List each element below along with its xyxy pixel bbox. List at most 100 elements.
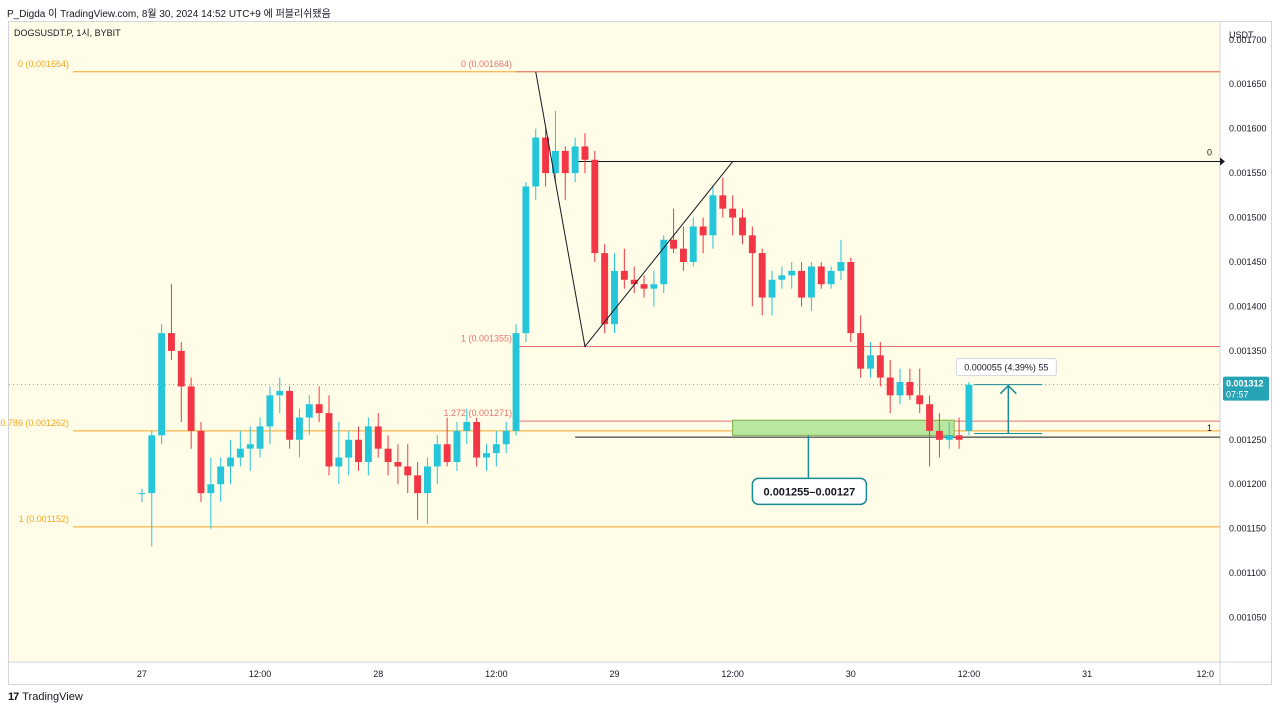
last-price-value: 0.001312	[1226, 379, 1264, 389]
candle-body	[463, 422, 471, 431]
x-tick-label: 28	[373, 669, 383, 679]
candle-body	[867, 355, 874, 369]
level-label-black-top: 0	[1207, 148, 1212, 158]
candle-body	[414, 475, 422, 494]
candle-body	[246, 444, 254, 449]
candle-body	[817, 266, 825, 285]
candle-body	[611, 270, 618, 325]
y-tick-label: 0.001150	[1229, 524, 1266, 534]
candle-body	[187, 386, 195, 431]
y-tick-label: 0.001100	[1229, 568, 1266, 578]
candle-body	[305, 404, 313, 418]
candle-body	[601, 253, 609, 325]
candle-body	[433, 444, 441, 467]
candle-body	[630, 279, 638, 285]
footer-brand-label: TradingView	[22, 691, 83, 703]
footer-brand[interactable]: 17 TradingView	[8, 691, 83, 703]
candle-body	[168, 333, 175, 351]
candle-body	[522, 186, 530, 334]
y-tick-label: 0.001500	[1229, 213, 1267, 223]
candle-body	[640, 284, 648, 289]
plot-background	[9, 22, 1220, 662]
tradingview-logo-icon: 17	[8, 691, 19, 703]
candle-body	[295, 417, 303, 440]
candle-body	[670, 239, 678, 249]
candle-body	[837, 262, 845, 271]
candle-body	[542, 137, 550, 174]
candle-body	[532, 137, 540, 187]
y-tick-label: 0.001400	[1229, 301, 1267, 311]
candle-body	[551, 150, 559, 174]
candle-body	[660, 239, 668, 285]
y-tick-label: 0.001200	[1229, 479, 1267, 489]
countdown-value: 07:57	[1226, 390, 1249, 400]
x-tick-label: 12:00	[485, 669, 508, 679]
y-tick-label: 0.001250	[1229, 435, 1267, 445]
candle-body	[502, 430, 510, 445]
candle-body	[965, 384, 973, 431]
candle-body	[945, 435, 953, 440]
candle-body	[227, 457, 234, 467]
measure-arrow-head	[999, 384, 1017, 395]
level-label-fib1-1: 1 (0.001152)	[19, 514, 69, 524]
candle-body	[847, 262, 855, 334]
swing-path	[535, 71, 734, 348]
y-tick-label: 0.001600	[1229, 124, 1267, 134]
candle-body	[374, 426, 382, 449]
candle-body	[581, 146, 589, 160]
candle-body	[916, 395, 924, 405]
candle-body	[423, 466, 431, 494]
candle-body	[709, 195, 717, 236]
y-tick-label: 0.001650	[1229, 79, 1267, 89]
y-tick-label: 0.001700	[1229, 35, 1267, 45]
candle-body	[217, 466, 225, 485]
level-arrow-icon	[1220, 157, 1225, 166]
candle-body	[512, 333, 520, 431]
candle-body	[453, 430, 461, 462]
y-tick-label: 0.001350	[1229, 346, 1267, 356]
candle-body	[857, 333, 865, 369]
candle-body	[325, 413, 333, 467]
last-price-badge	[1223, 376, 1269, 401]
candle-body	[158, 333, 166, 436]
candle-body	[620, 270, 628, 280]
candle-body	[207, 484, 215, 494]
y-tick-label: 0.001450	[1229, 257, 1267, 267]
candle-body	[778, 275, 786, 280]
level-label-fib2-0: 0 (0.001664)	[461, 59, 512, 69]
candle-body	[177, 350, 185, 387]
candle-body	[355, 439, 362, 462]
candle-body	[148, 435, 156, 494]
zone-callout-label: 0.001255–0.00127	[764, 486, 856, 498]
x-tick-label: 12:00	[958, 669, 981, 679]
candle-body	[926, 404, 934, 431]
x-tick-label: 12:0	[1196, 669, 1214, 679]
level-label-fib1-0: 0 (0.001664)	[18, 59, 69, 69]
y-tick-label: 0.001550	[1229, 168, 1267, 178]
support-zone	[732, 419, 955, 436]
published-by-header: P_Digda 이 TradingView.com, 8월 30, 2024 1…	[7, 9, 331, 20]
candle-body	[906, 382, 914, 396]
candle-body	[492, 444, 500, 454]
x-tick-label: 12:00	[721, 669, 744, 679]
candle-body	[561, 150, 569, 174]
candle-body	[473, 422, 481, 458]
candle-body	[876, 355, 884, 378]
zone-callout-box	[751, 477, 868, 506]
candle-body	[935, 430, 943, 440]
chart-frame	[8, 21, 1272, 685]
candle-body	[689, 226, 697, 262]
candle-body	[591, 159, 599, 254]
candle-body	[138, 493, 146, 495]
currency-label: USDT	[1229, 30, 1254, 40]
candle-body	[335, 457, 343, 467]
candle-body	[758, 253, 766, 298]
candle-body	[807, 266, 815, 298]
level-label-fib1-786: 0.786 (0.001262)	[0, 418, 69, 428]
candle-body	[739, 217, 746, 236]
level-label-fib2-1: 1 (0.001355)	[461, 333, 512, 343]
y-tick-label: 0.001050	[1229, 613, 1267, 623]
candle-body	[236, 448, 244, 458]
symbol-label: DOGSUSDT.P, 1시, BYBIT	[14, 28, 121, 38]
